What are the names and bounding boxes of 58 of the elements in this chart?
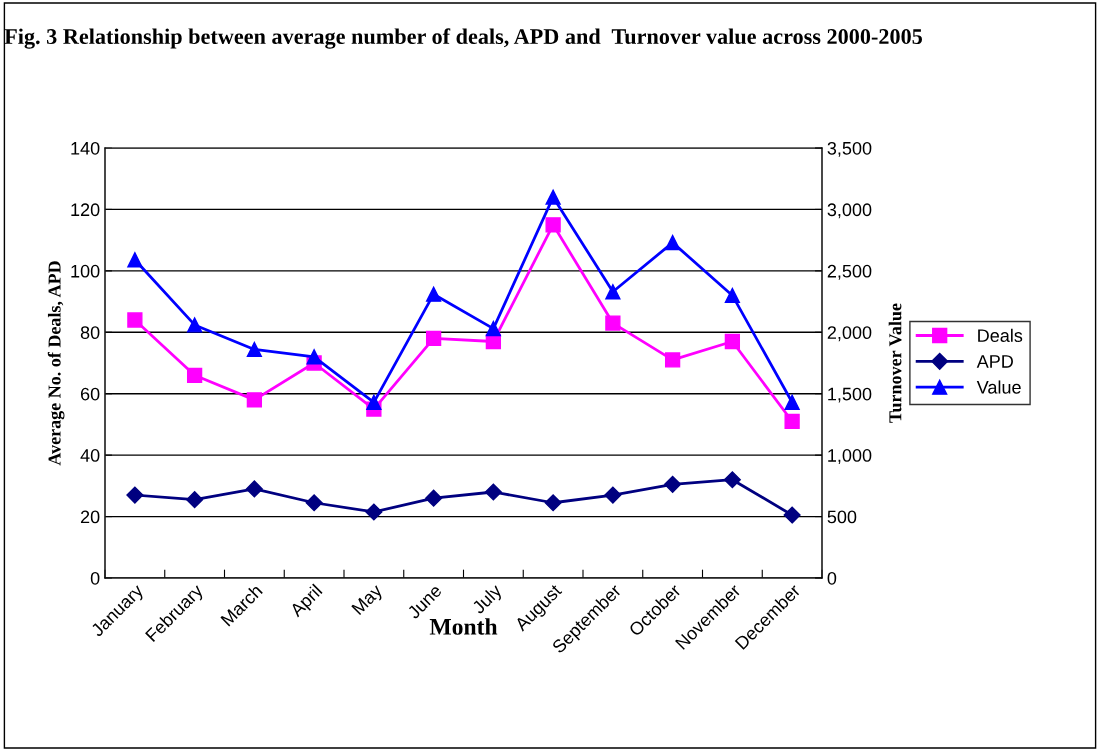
y-tick-label: 40 [80,449,100,462]
point [127,252,143,268]
point [664,234,681,251]
point [365,503,383,521]
y2-tick-label: 1,000 [828,449,872,464]
point [425,286,442,302]
point [723,471,741,489]
y2-tick-label: 500 [827,510,857,524]
y2-tick-label: 3,000 [827,203,872,219]
y-tick-label: 120 [71,203,100,217]
y2-tick-label: 2,500 [827,264,872,280]
point [186,367,203,383]
y-tick-label: 80 [80,326,100,340]
point [605,315,621,331]
point [664,475,682,493]
point [305,494,323,512]
point [186,317,203,333]
point [306,349,322,365]
point [186,491,204,509]
point [784,394,800,410]
point [784,413,800,429]
x-axis-title: Month [429,618,498,635]
point [126,486,144,504]
point [425,489,443,507]
y2-tick-label: 1,500 [828,387,872,403]
point [544,494,562,512]
y-axis-title: Average No. of Deals, APD [47,261,65,466]
point [246,392,263,408]
x-tick-label: May [351,583,386,618]
point [366,394,382,410]
point [425,330,442,347]
x-tick-label: July [470,582,506,618]
point [545,217,561,233]
y2-tick-label: 3,500 [827,141,872,157]
legend-label: APD [976,355,1013,368]
y-tick-label: 100 [71,264,100,278]
chart-title: Fig. 3 Relationship between average number of deals, APD and Turnover value across 2000-2005 [4,28,922,49]
y2-tick-label: 0 [827,571,837,585]
legend-label: Value [976,380,1021,394]
y-tick-label: 140 [71,141,100,155]
point [245,480,263,498]
legend-label: Deals [978,328,1023,342]
point [545,189,561,205]
y-tick-label: 20 [80,510,100,524]
point [664,352,681,368]
y2-tick-label: 2,000 [827,326,872,342]
point [485,320,502,337]
point [605,284,621,300]
point [724,287,741,304]
point [724,333,741,350]
point [604,486,622,504]
y-tick-label: 0 [90,571,100,585]
point [484,483,502,501]
y2-axis-title: Turnover Value [888,303,902,423]
point [246,341,263,358]
point [127,312,143,328]
point [783,506,801,524]
y-tick-label: 60 [80,387,100,401]
